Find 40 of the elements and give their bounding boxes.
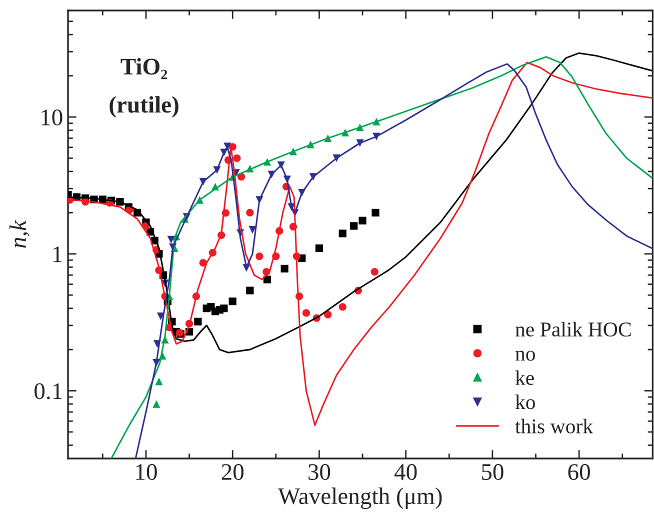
point (246, 208, 254, 216)
point (338, 230, 346, 238)
x-tick-label: 10 (136, 464, 157, 480)
y-tick-label: 10 (42, 109, 62, 126)
point (350, 222, 358, 230)
legend-label: ko (515, 394, 536, 410)
point (194, 318, 202, 326)
point (315, 244, 324, 252)
x-tick-label: 30 (308, 464, 330, 480)
point (228, 298, 236, 306)
point (338, 303, 346, 311)
y-axis-title: n,k (9, 220, 30, 248)
point (256, 252, 264, 260)
x-tick-label: 60 (568, 464, 590, 480)
point (248, 226, 256, 234)
point (155, 378, 163, 386)
x-tick-label: 50 (482, 464, 504, 480)
point (167, 236, 175, 244)
point (263, 276, 272, 284)
point (233, 154, 241, 162)
legend-label: ke (515, 370, 534, 385)
point (280, 264, 288, 272)
point (372, 208, 380, 216)
y-tick-label: 1 (53, 246, 62, 262)
legend-label: this work (515, 418, 594, 434)
x-axis-title: Wavelength (μm) (278, 488, 442, 510)
annotation: (rutile) (110, 96, 178, 118)
x-tick-label: 20 (222, 464, 244, 480)
annotation: TiO₂ (120, 58, 168, 80)
point (152, 400, 160, 408)
x-tick-label: 40 (394, 464, 417, 480)
point (370, 268, 378, 276)
point (358, 216, 366, 224)
legend-label: no (515, 350, 536, 361)
point (246, 286, 254, 294)
point (220, 304, 228, 312)
legend-label: ne Palik HOC (515, 322, 631, 337)
y-tick-label: 0.1 (34, 383, 62, 400)
point (324, 310, 332, 318)
point (302, 309, 310, 317)
